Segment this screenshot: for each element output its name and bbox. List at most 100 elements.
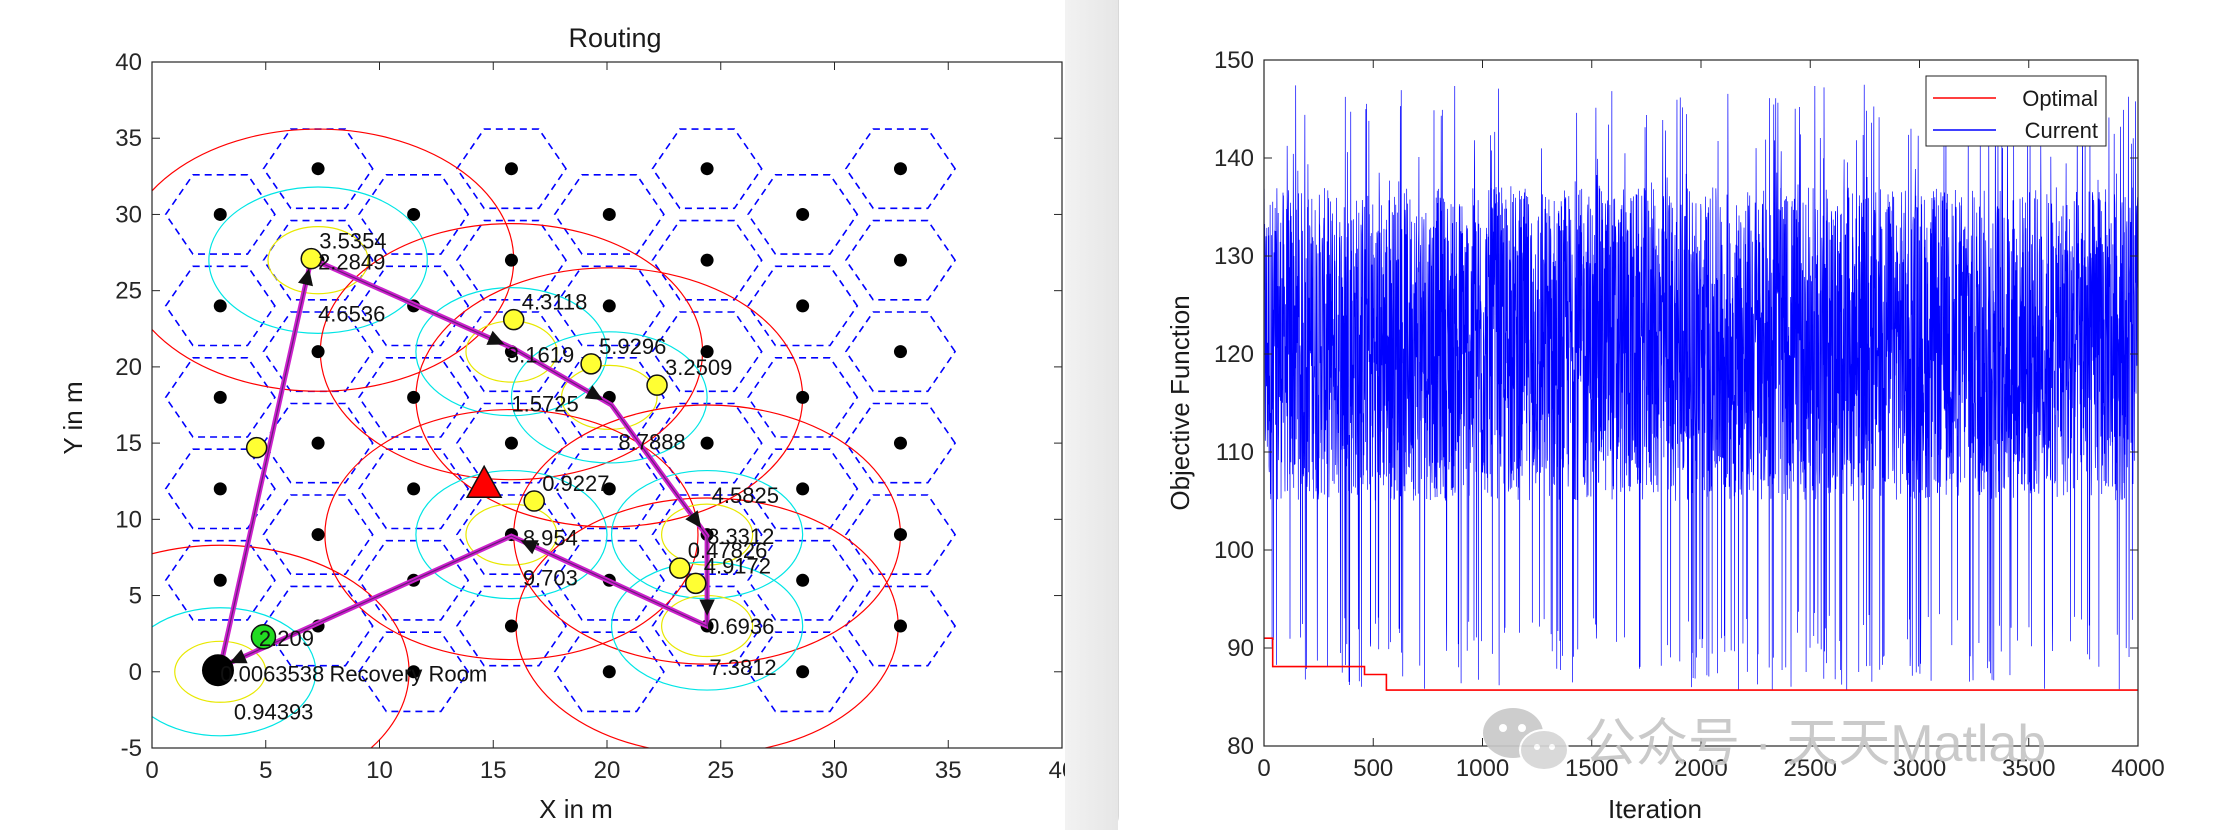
route-value-label: 0.0063538 (220, 661, 324, 686)
y-tick-label: 140 (1214, 145, 1254, 172)
route-value-label: 4.5825 (712, 483, 779, 508)
route-value-label: 0.6936 (707, 614, 774, 639)
target-marker (465, 464, 503, 499)
hex-cell (553, 265, 665, 347)
y-tick-label: 150 (1214, 47, 1254, 74)
route-value-label: 8.954 (523, 526, 578, 551)
x-tick-label: 500 (1353, 755, 1393, 782)
coverage-circle-mid (510, 331, 708, 464)
route-value-label: 1.5725 (511, 391, 578, 416)
hex-cell (358, 265, 470, 347)
relay-node (684, 572, 707, 595)
sensor-point (796, 390, 810, 404)
hex-cell (164, 174, 276, 255)
route-arrowhead (229, 649, 248, 664)
y-tick-label: 100 (1214, 537, 1254, 564)
hex-cell (262, 311, 374, 393)
legend-label-current: Current (2025, 118, 2098, 143)
route-arrowhead (685, 510, 702, 528)
sensor-point (893, 619, 907, 633)
hex-cell (262, 219, 374, 301)
y-tick-label: 0 (129, 659, 142, 686)
hex-cell (651, 585, 763, 667)
hex-cell (358, 631, 470, 713)
x-tick-label: 0 (145, 757, 158, 784)
node-label: 5.9296 (599, 334, 666, 359)
y-tick-label: 25 (115, 278, 142, 305)
hex-cell (358, 174, 470, 255)
sensor-point (213, 482, 227, 496)
y-tick-label: 40 (115, 49, 142, 76)
y-tick-label: 90 (1227, 635, 1254, 662)
sensor-point (213, 573, 227, 587)
routing-title: Routing (568, 23, 661, 53)
sensor-point (700, 436, 714, 450)
window-divider (1065, 0, 1118, 830)
relay-node (300, 247, 322, 270)
x-tick-label: 30 (821, 757, 848, 784)
route-value-label: 9.703 (523, 565, 578, 590)
legend-label-optimal: Optimal (2022, 86, 2098, 111)
coverage-circle-mid (415, 469, 608, 600)
sensor-point (893, 436, 907, 450)
coverage-circle-small (267, 226, 369, 295)
hex-cell (747, 265, 859, 347)
x-tick-label: 5 (259, 757, 272, 784)
sensor-point (796, 207, 810, 221)
sensor-point (796, 665, 810, 679)
sensor-point (213, 299, 227, 313)
y-tick-label: -5 (121, 735, 142, 762)
x-tick-label: 3500 (2002, 755, 2055, 782)
sensor-point (893, 162, 907, 176)
sensor-point (504, 619, 518, 633)
sensor-point (796, 573, 810, 587)
sensor-point (700, 253, 714, 267)
hex-cell (358, 356, 470, 438)
x-tick-label: 2000 (1674, 755, 1727, 782)
route-value-label: 3.1619 (507, 343, 574, 368)
sensor-point (700, 162, 714, 176)
series-optimal-line (1264, 637, 2138, 691)
watermark-text: 公众号 · 天天Matlab (1584, 715, 2046, 773)
x-tick-label: 1500 (1565, 755, 1618, 782)
hex-cell (651, 128, 763, 210)
relay-node (580, 353, 602, 375)
hex-cell (553, 631, 665, 713)
hex-cell (651, 311, 763, 393)
routing-figure-window: 3.5354 4.3118 5.9296 3.2509 0.9227 0.47826 4.9… (0, 0, 1075, 830)
y-tick-label: 20 (115, 354, 142, 381)
sensor-point (213, 207, 227, 221)
hex-cell (358, 539, 470, 621)
route-value-label: 8.3312 (707, 524, 774, 549)
x-tick-label: 4000 (2111, 755, 2164, 782)
x-tick-label: 2500 (1784, 755, 1837, 782)
hex-cell (651, 494, 763, 576)
sensor-point (407, 665, 421, 679)
hex-cell (651, 219, 763, 301)
hex-cell (844, 219, 957, 301)
sensor-point (602, 299, 616, 313)
y-tick-label: 10 (115, 506, 142, 533)
hex-cell (747, 631, 859, 713)
x-tick-label: 20 (594, 757, 621, 784)
routing-x-axis-label: X in m (539, 794, 613, 824)
hex-cell (262, 128, 374, 210)
relay-node (502, 308, 525, 331)
node-label: 3.5354 (319, 229, 386, 254)
hex-cell (747, 539, 859, 621)
coverage-circle-small (174, 640, 267, 703)
hex-cell (553, 174, 665, 255)
coverage-circle-small (465, 503, 558, 566)
series-current-line (1263, 84, 2139, 690)
route-value-label: 7.3812 (709, 655, 776, 680)
route-value-label: Recovery Room (329, 661, 487, 686)
hex-cell (747, 174, 859, 255)
objective-plot-area: 0 500 1000 1500 2000 2500 3000 3500 4000 80 90 100 1… (1214, 47, 2165, 782)
y-tick-label: 110 (1216, 439, 1254, 466)
sensor-point (504, 436, 518, 450)
hex-cell (844, 585, 957, 667)
sink-node (250, 623, 277, 650)
node-label: 4.9172 (704, 553, 771, 578)
hex-cell (455, 219, 567, 301)
